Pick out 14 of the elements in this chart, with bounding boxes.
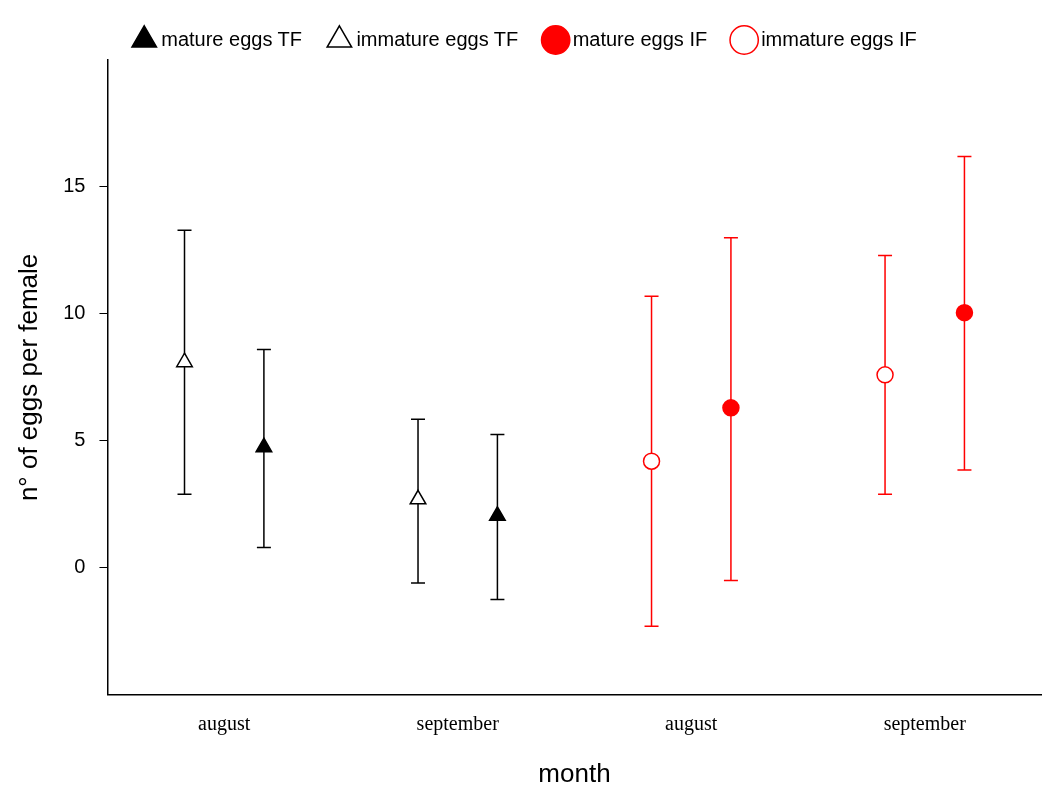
y-tick-label: 0 bbox=[74, 555, 86, 578]
x-tick-label: september bbox=[883, 712, 967, 736]
legend-label: mature eggs TF bbox=[161, 27, 303, 50]
y-tick-label: 10 bbox=[63, 301, 86, 324]
x-tick-label: september bbox=[416, 712, 500, 736]
x-tick-label: august bbox=[665, 712, 718, 736]
x-tick-label: august bbox=[198, 712, 251, 736]
x-axis-title: month bbox=[538, 757, 611, 788]
legend-label: immature eggs TF bbox=[356, 27, 519, 50]
legend-label: mature eggs IF bbox=[572, 27, 708, 50]
y-tick-label: 5 bbox=[74, 428, 86, 451]
legend-label: immature eggs IF bbox=[761, 27, 917, 50]
y-axis-title: n° of eggs per female bbox=[12, 253, 43, 502]
y-tick-label: 15 bbox=[63, 174, 86, 197]
